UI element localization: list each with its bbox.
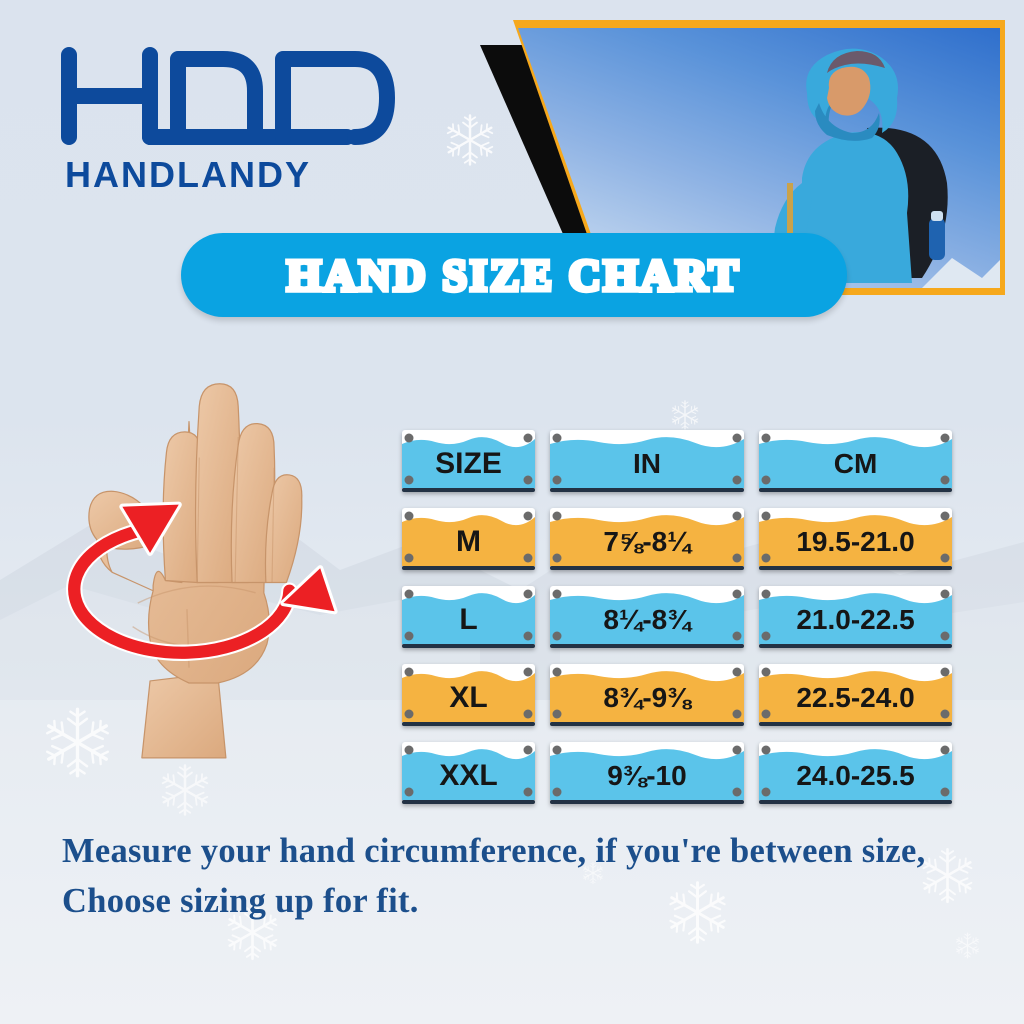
svg-text:HANDLANDY: HANDLANDY	[65, 154, 311, 195]
